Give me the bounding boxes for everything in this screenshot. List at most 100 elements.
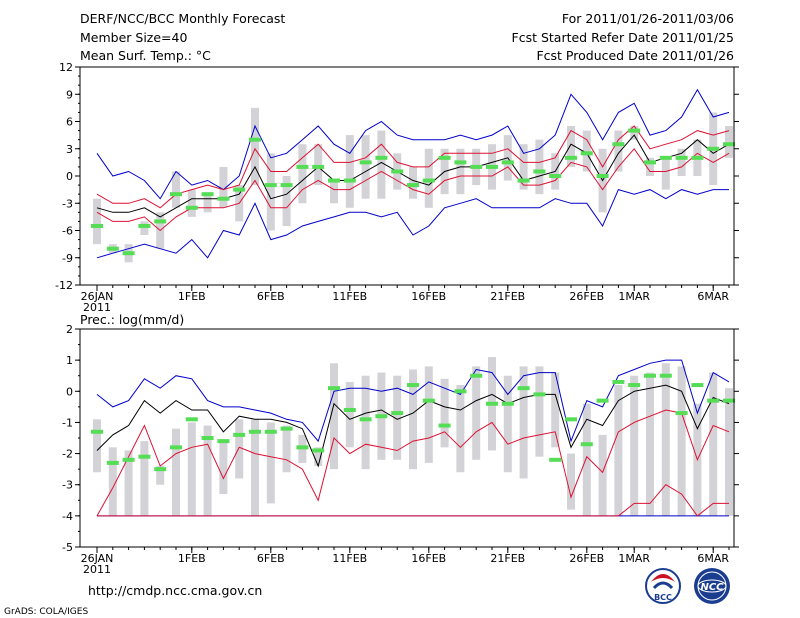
y-tick-label-1: -4 <box>62 510 73 523</box>
median-13 <box>296 445 309 450</box>
median-37 <box>675 155 688 160</box>
median-17 <box>359 417 372 422</box>
box-31 <box>582 403 591 516</box>
median-18 <box>375 155 388 160</box>
median-28 <box>533 392 546 397</box>
median-11 <box>264 183 277 188</box>
x-tick-label-6: 26FEB <box>569 552 604 565</box>
median-37 <box>675 411 688 416</box>
box-37 <box>677 148 686 176</box>
median-31 <box>580 151 593 156</box>
box-24 <box>472 366 481 460</box>
x-tick-label-6: 26FEB <box>569 290 604 303</box>
median-16 <box>343 178 356 183</box>
box-23 <box>456 385 465 473</box>
median-10 <box>249 137 261 142</box>
box-14 <box>314 447 323 467</box>
box-14 <box>314 144 323 186</box>
x-tick-label-5: 21FEB <box>490 552 525 565</box>
median-33 <box>612 142 625 147</box>
median-29 <box>549 457 562 462</box>
x-tick-label-8: 6MAR <box>697 552 729 565</box>
box-16 <box>345 135 354 208</box>
median-38 <box>691 155 704 160</box>
median-9 <box>233 187 246 192</box>
box-21 <box>424 148 433 208</box>
line-mean <box>96 134 730 218</box>
median-24 <box>470 373 483 378</box>
header-member-size: Member Size=40 <box>80 30 187 45</box>
median-21 <box>422 398 435 403</box>
chart-header: DERF/NCC/BCC Monthly Forecast Member Siz… <box>80 11 734 63</box>
line-max <box>96 359 730 443</box>
y-tick-label-6: 6 <box>66 116 73 129</box>
median-30 <box>565 155 577 160</box>
box-15 <box>330 180 338 204</box>
box-3 <box>140 221 149 236</box>
x-tick-label-5: 21FEB <box>490 290 525 303</box>
box-8 <box>219 441 228 495</box>
bcc-logo-text: BCC <box>654 593 672 602</box>
y-tick-label-0: -5 <box>62 541 73 554</box>
x-tick-label-2: 6FEB <box>257 552 285 565</box>
median-34 <box>628 128 641 133</box>
box-18 <box>377 130 386 199</box>
box-11 <box>266 153 275 231</box>
box-7 <box>203 194 212 213</box>
median-19 <box>391 169 404 174</box>
y-tick-label-7: 9 <box>66 88 73 101</box>
box-35 <box>646 157 654 176</box>
box-21 <box>424 366 433 463</box>
source-url: http://cmdp.ncc.cma.gov.cn <box>88 583 262 598</box>
box-20 <box>409 166 417 199</box>
box-6 <box>187 189 196 217</box>
median-32 <box>596 398 609 403</box>
median-27 <box>517 386 530 391</box>
median-39 <box>707 146 720 151</box>
x-tick-label-4: 16FEB <box>411 552 446 565</box>
grads-credit: GrADS: COLA/IGES <box>4 607 88 617</box>
median-35 <box>644 160 656 165</box>
median-15 <box>328 386 340 391</box>
box-20 <box>409 369 417 470</box>
line-sd-lo <box>96 409 730 517</box>
median-0 <box>91 223 103 228</box>
box-19 <box>393 375 402 460</box>
median-36 <box>659 155 672 160</box>
box-36 <box>661 157 670 190</box>
header-start-date: Fcst Started Refer Date 2011/01/25 <box>512 30 735 45</box>
box-26 <box>503 375 512 473</box>
median-23 <box>454 389 467 394</box>
median-29 <box>549 174 562 178</box>
box-22 <box>440 378 449 448</box>
median-6 <box>185 417 198 422</box>
median-28 <box>533 169 546 174</box>
median-19 <box>391 411 404 416</box>
box-10 <box>251 419 259 516</box>
median-6 <box>185 205 198 210</box>
median-22 <box>438 155 451 160</box>
box-6 <box>187 422 196 516</box>
box-30 <box>567 126 575 167</box>
median-10 <box>249 429 261 434</box>
x-tick-label-4: 16FEB <box>411 290 446 303</box>
x-year-label: 2011 <box>83 301 111 314</box>
box-16 <box>345 381 354 448</box>
median-26 <box>501 401 514 406</box>
y-tick-label-2: -3 <box>62 479 73 492</box>
median-3 <box>138 454 151 459</box>
box-29 <box>551 372 560 448</box>
median-20 <box>407 383 419 388</box>
precipitation-panel: -5 -4 -3 -2 -1 0 1 2 26JAN 1FEB 6FEB 11FEB 16FEB 21FE… <box>62 323 739 576</box>
line-sdlow2 <box>97 484 729 517</box>
line-mean <box>96 384 730 468</box>
box-33 <box>614 385 623 516</box>
median-40 <box>723 142 735 147</box>
median-21 <box>422 178 435 183</box>
box-17 <box>361 135 370 199</box>
box-0 <box>93 419 101 473</box>
y-tick-label-6: 1 <box>66 354 73 367</box>
median-8 <box>217 196 230 201</box>
median-4 <box>154 219 167 224</box>
